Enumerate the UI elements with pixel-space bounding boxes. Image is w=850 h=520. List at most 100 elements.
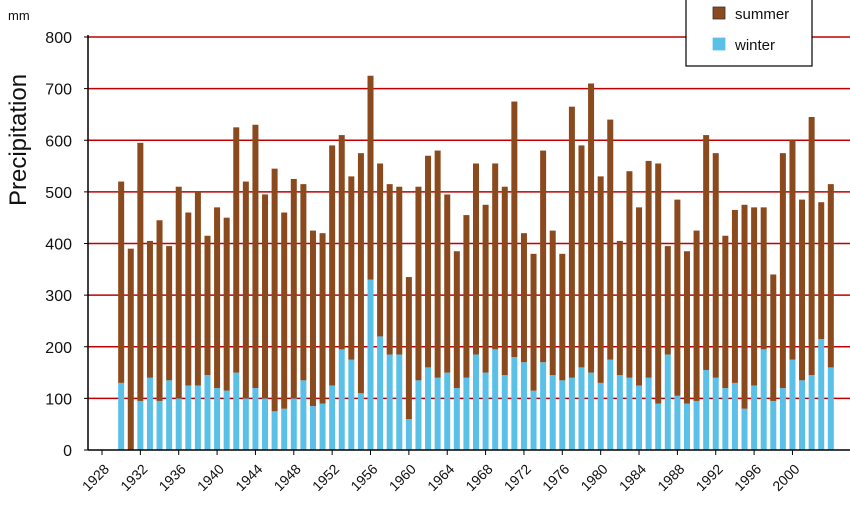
bar-summer-2002 (808, 117, 815, 376)
unit-label: mm (8, 8, 30, 23)
x-tick-label: 1996 (731, 461, 764, 494)
x-tick-label: 1980 (577, 461, 610, 494)
bar-summer-1961 (415, 186, 422, 381)
y-tick-label: 400 (45, 237, 72, 254)
bar-summer-1999 (779, 153, 786, 389)
bar-winter-1954 (348, 359, 355, 450)
bar-summer-1936 (175, 186, 182, 399)
bar-summer-1990 (693, 230, 700, 401)
bar-summer-1947 (281, 212, 288, 409)
bar-summer-1984 (636, 207, 643, 386)
bar-summer-1996 (751, 207, 758, 386)
bar-winter-1938 (194, 385, 201, 450)
bar-summer-1941 (223, 217, 230, 391)
bar-summer-1985 (645, 160, 652, 378)
bar-summer-1982 (616, 240, 623, 376)
bar-winter-1996 (751, 385, 758, 450)
x-tick-label: 1932 (117, 461, 150, 494)
bar-winter-2000 (789, 359, 796, 450)
bar-winter-1937 (185, 385, 192, 450)
bar-summer-1944 (252, 124, 259, 389)
y-tick-label: 0 (63, 443, 72, 460)
bar-winter-1968 (482, 372, 489, 450)
bar-summer-1935 (166, 246, 173, 381)
bar-winter-1935 (166, 380, 173, 450)
bar-summer-1952 (329, 145, 336, 386)
x-tick-label: 1976 (539, 461, 572, 494)
bar-summer-1953 (338, 135, 345, 350)
bar-winter-1933 (146, 377, 153, 450)
bar-summer-2004 (827, 184, 834, 368)
x-tick-label: 1984 (616, 461, 649, 494)
bar-summer-1938 (194, 191, 201, 386)
bar-summer-1939 (204, 235, 211, 376)
x-tick-label: 1956 (347, 461, 380, 494)
bar-winter-1942 (233, 372, 240, 450)
y-tick-labels: 0 100 200 300 400 500 600 700 800 (45, 30, 88, 460)
x-tick-label: 1940 (194, 461, 227, 494)
bar-summer-1978 (578, 145, 585, 368)
bar-summer-1972 (520, 233, 527, 363)
bar-winter-1985 (645, 377, 652, 450)
bar-summer-1966 (463, 215, 470, 378)
bar-summer-1971 (511, 101, 518, 358)
bar-winter-1980 (597, 382, 604, 450)
bar-summer-1975 (549, 230, 556, 376)
bar-winter-1958 (386, 354, 393, 450)
bar-winter-1952 (329, 385, 336, 450)
bar-winter-1971 (511, 357, 518, 450)
bar-winter-1978 (578, 367, 585, 450)
bar-winter-1982 (616, 375, 623, 450)
bar-summer-1988 (674, 199, 681, 396)
bar-winter-1981 (607, 359, 614, 450)
bar-winter-1992 (712, 377, 719, 450)
bar-winter-1943 (242, 398, 249, 450)
bar-summer-2003 (818, 202, 825, 340)
bar-winter-1977 (568, 377, 575, 450)
bar-summer-1969 (492, 163, 499, 350)
y-tick-label: 800 (45, 30, 72, 47)
bar-summer-1968 (482, 204, 489, 373)
bar-summer-1959 (396, 186, 403, 355)
bar-summer-1962 (425, 155, 432, 368)
bar-summer-1974 (540, 150, 547, 363)
bar-summer-1989 (683, 251, 690, 404)
bar-summer-1943 (242, 181, 249, 399)
bar-winter-1949 (300, 380, 307, 450)
bar-winter-1941 (223, 390, 230, 450)
bar-summer-1955 (357, 153, 364, 394)
bar-summer-1931 (127, 248, 134, 450)
bar-winter-1948 (290, 398, 297, 450)
bar-winter-1944 (252, 388, 259, 450)
bar-winter-1956 (367, 279, 374, 450)
bar-winter-1998 (770, 400, 777, 450)
x-tick-label: 1960 (386, 461, 419, 494)
bar-summer-1958 (386, 184, 393, 355)
bar-winter-2002 (808, 375, 815, 450)
y-tick-label: 300 (45, 288, 72, 305)
x-tick-label: 1972 (501, 461, 534, 494)
bar-summer-2001 (799, 199, 806, 381)
bar-winter-1940 (214, 388, 221, 450)
x-tick-label: 1928 (79, 461, 112, 494)
bar-winter-1972 (520, 362, 527, 450)
bar-winter-1950 (309, 406, 316, 450)
bar-summer-1932 (137, 142, 144, 401)
legend: summer winter (685, 0, 813, 67)
legend-box (685, 0, 813, 67)
bar-summer-1950 (309, 230, 316, 407)
x-tick-label: 1936 (155, 461, 188, 494)
bar-winter-1983 (626, 377, 633, 450)
bar-winter-1988 (674, 395, 681, 450)
bar-winter-1951 (319, 403, 326, 450)
x-tick-label: 1992 (693, 461, 726, 494)
y-tick-label: 600 (45, 133, 72, 150)
bar-summer-1954 (348, 176, 355, 360)
x-tick-label: 1948 (271, 461, 304, 494)
x-tick-label: 2000 (769, 461, 802, 494)
bar-summer-1979 (588, 83, 595, 373)
bar-winter-1966 (463, 377, 470, 450)
bar-winter-1975 (549, 375, 556, 450)
bar-summer-1973 (530, 253, 537, 391)
